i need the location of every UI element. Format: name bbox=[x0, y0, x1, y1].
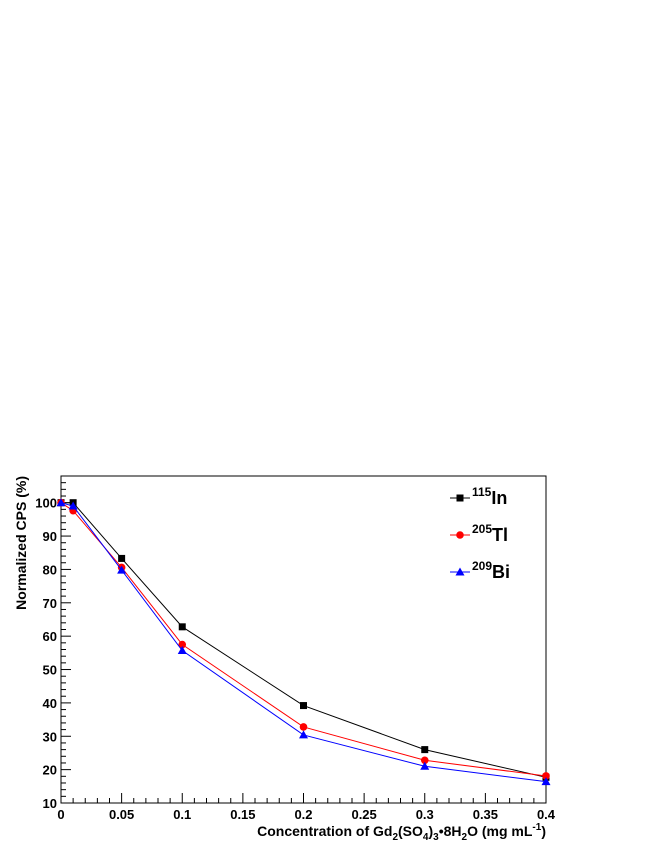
x-tick-label: 0.4 bbox=[537, 807, 556, 822]
y-tick-label: 10 bbox=[43, 796, 57, 811]
y-tick-label: 20 bbox=[43, 763, 57, 778]
data-point bbox=[299, 723, 308, 731]
legend-label: 209Bi bbox=[472, 559, 510, 582]
data-point bbox=[541, 777, 551, 786]
data-point bbox=[56, 498, 66, 507]
legend-marker bbox=[455, 567, 465, 576]
y-axis-label: Normalized CPS (%) bbox=[13, 476, 29, 610]
legend-label: 205Tl bbox=[472, 522, 508, 545]
y-axis: 10 20 30 40 50 60 70 80 90 100 bbox=[35, 475, 71, 811]
x-axis: 0 0.05 0.1 0.15 0.2 0.25 0.3 0.35 0.4 bbox=[57, 793, 556, 822]
data-point bbox=[542, 772, 550, 780]
data-point bbox=[118, 554, 126, 562]
series-line bbox=[60, 502, 547, 783]
y-tick-label: 60 bbox=[43, 629, 57, 644]
data-point bbox=[177, 646, 187, 655]
x-axis-label: Concentration of Gd2(SO4)3•8H2O (mg mL-1… bbox=[257, 822, 546, 843]
x-tick-label: 0.1 bbox=[173, 807, 191, 822]
x-tick-label: 0 bbox=[57, 807, 64, 822]
y-tick-label: 90 bbox=[43, 529, 57, 544]
x-tick-label: 0.05 bbox=[109, 807, 134, 822]
x-tick-label: 0.3 bbox=[416, 807, 434, 822]
series-0 bbox=[57, 499, 550, 781]
y-tick-label: 70 bbox=[43, 596, 57, 611]
y-tick-label: 100 bbox=[35, 496, 57, 511]
x-tick-label: 0.25 bbox=[351, 807, 376, 822]
data-point bbox=[420, 761, 430, 770]
series-group bbox=[56, 498, 551, 786]
data-point bbox=[68, 501, 78, 510]
x-tick-label: 0.35 bbox=[473, 807, 498, 822]
data-point bbox=[178, 640, 187, 649]
legend-label: 115In bbox=[472, 485, 507, 508]
data-point bbox=[117, 565, 127, 574]
legend-marker bbox=[456, 531, 464, 539]
data-point bbox=[178, 623, 186, 631]
data-point bbox=[300, 702, 307, 710]
data-point bbox=[420, 756, 429, 765]
legend-item: 115In bbox=[450, 485, 507, 508]
y-tick-label: 40 bbox=[43, 696, 57, 711]
legend-item: 205Tl bbox=[450, 522, 508, 545]
data-point bbox=[421, 746, 429, 754]
data-point bbox=[299, 730, 308, 739]
y-tick-label: 80 bbox=[43, 562, 57, 577]
legend-item: 209Bi bbox=[450, 559, 510, 582]
x-tick-label: 0.15 bbox=[230, 807, 255, 822]
legend-marker bbox=[456, 494, 464, 502]
x-tick-label: 0.2 bbox=[294, 807, 312, 822]
y-tick-label: 50 bbox=[43, 663, 57, 678]
legend: 115In 205Tl 209Bi bbox=[450, 485, 510, 582]
series-2 bbox=[56, 498, 551, 786]
y-tick-label: 30 bbox=[43, 729, 57, 744]
